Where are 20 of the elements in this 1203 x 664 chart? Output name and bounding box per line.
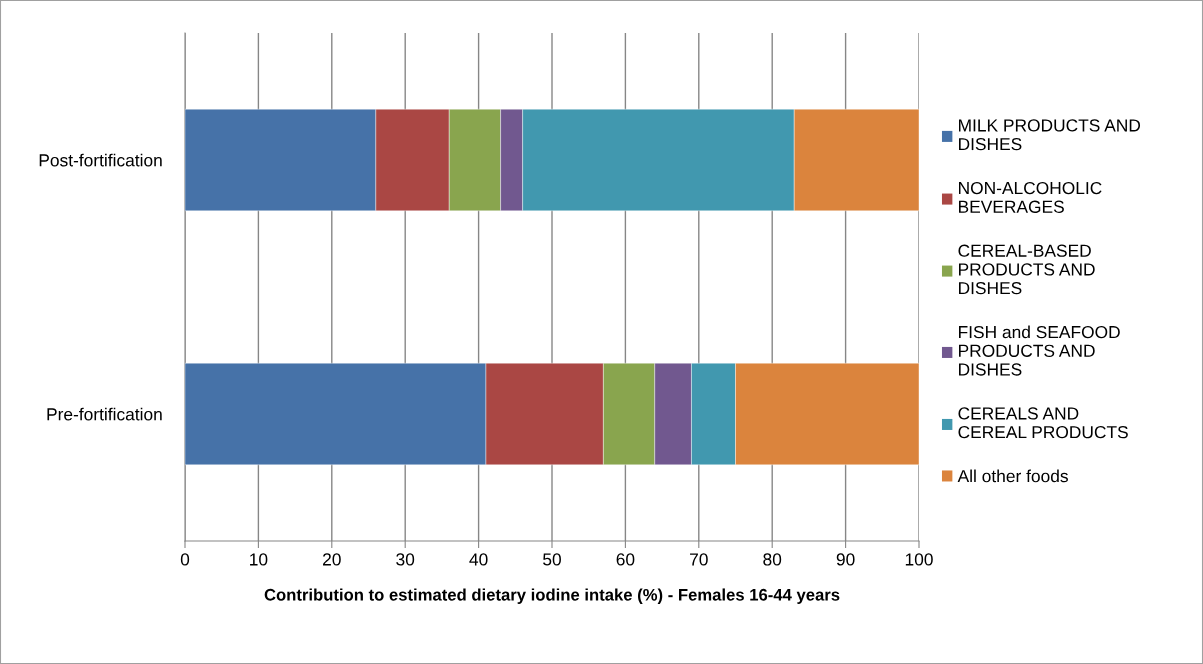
x-tick-label: 100 [905,553,933,566]
x-tick-label: 60 [616,553,635,566]
legend-label: NON-ALCOHOLIC BEVERAGES [959,181,1102,213]
y-tick-label: Post-fortification [39,153,162,167]
x-tick-label: 20 [323,553,341,566]
x-tick-label: 30 [396,553,415,566]
legend-label: CEREALS AND CEREAL PRODUCTS [958,407,1128,439]
x-tick-label: 70 [690,553,708,566]
x-tick-label: 40 [469,553,488,566]
legend-label: MILK PRODUCTS AND DISHES [959,119,1141,151]
legend-label: CEREAL-BASED PRODUCTS AND DISHES [958,244,1095,295]
legend-label: All other foods [957,469,1068,483]
x-tick-label: 80 [763,553,782,566]
y-tick-label: Pre-fortification [47,407,162,421]
x-tick-label: 10 [250,553,268,566]
x-axis-title: Contribution to estimated dietary iodine intake (%) - Females 16-44 years [264,588,840,604]
x-tick-label: 50 [543,553,561,566]
x-tick-label: 90 [836,553,855,566]
legend-label: FISH and SEAFOOD PRODUCTS AND DISHES [959,325,1120,376]
x-tick-label: 0 [180,553,190,566]
